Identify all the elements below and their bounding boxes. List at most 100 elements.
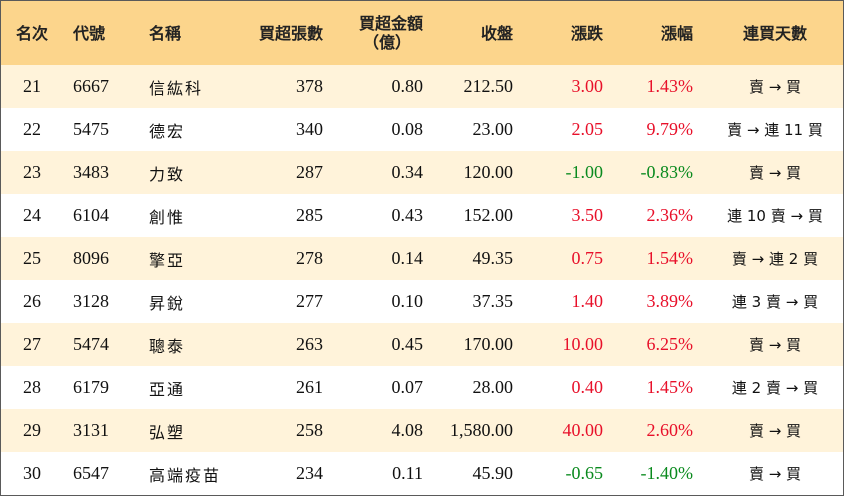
cell-rank: 24 — [23, 205, 41, 225]
cell-streak: 賣 → 買 — [748, 465, 802, 483]
header-rank[interactable]: 名次 — [15, 23, 48, 43]
cell-change-pct: -1.40% — [640, 463, 694, 483]
cell-close: 37.35 — [472, 291, 514, 311]
cell-net-amount: 0.14 — [391, 248, 424, 268]
cell-net-lots: 258 — [296, 420, 323, 440]
cell-close: 49.35 — [472, 248, 514, 268]
cell-change-pct: 2.36% — [646, 205, 694, 225]
cell-streak: 賣 → 連 2 買 — [731, 250, 819, 268]
cell-rank: 26 — [23, 291, 41, 311]
cell-name: 聰泰 — [149, 336, 186, 356]
cell-code: 5474 — [73, 334, 109, 354]
cell-change: 1.40 — [571, 291, 604, 311]
cell-net-lots: 277 — [296, 291, 323, 311]
cell-change: 3.00 — [571, 76, 604, 96]
header-net-amount[interactable]: 買超金額 （億） — [337, 1, 437, 65]
cell-streak: 賣 → 買 — [748, 422, 802, 440]
cell-close: 152.00 — [463, 205, 514, 225]
header-close[interactable]: 收盤 — [480, 23, 513, 43]
header-net-amount-line1: 買超金額 — [358, 14, 423, 33]
cell-name: 德宏 — [149, 121, 186, 141]
cell-close: 170.00 — [463, 334, 514, 354]
cell-change-pct: 1.43% — [646, 76, 694, 96]
header-name[interactable]: 名稱 — [149, 23, 182, 43]
table-row[interactable]: 26 3128 昇銳 277 0.10 37.35 1.40 3.89% 連 3 賣 → 買 — [1, 280, 843, 323]
cell-change-pct: 9.79% — [646, 119, 694, 139]
cell-name: 擎亞 — [149, 250, 186, 270]
cell-net-lots: 263 — [296, 334, 323, 354]
cell-change: 0.40 — [571, 377, 604, 397]
header-net-lots[interactable]: 買超張數 — [258, 23, 323, 43]
cell-streak: 連 2 賣 → 買 — [731, 379, 819, 397]
cell-code: 3483 — [73, 162, 109, 182]
table-header-row: 名次 代號 名稱 買超張數 買超金額 （億） 收盤 漲跌 漲幅 連買天數 — [1, 1, 843, 65]
cell-close: 1,580.00 — [450, 420, 513, 440]
cell-streak: 賣 → 連 11 買 — [727, 121, 823, 139]
header-change[interactable]: 漲跌 — [570, 23, 603, 43]
cell-change: 10.00 — [562, 334, 604, 354]
cell-net-amount: 4.08 — [391, 420, 424, 440]
header-streak[interactable]: 連買天數 — [742, 23, 807, 43]
cell-rank: 25 — [23, 248, 41, 268]
table-body: 21 6667 信紘科 378 0.80 212.50 3.00 1.43% 賣 → 買 22 54… — [1, 65, 843, 495]
cell-name: 亞通 — [149, 379, 186, 399]
header-change-pct[interactable]: 漲幅 — [660, 23, 693, 43]
cell-close: 212.50 — [463, 76, 514, 96]
cell-code: 8096 — [73, 248, 109, 268]
cell-streak: 賣 → 買 — [748, 336, 802, 354]
table-row[interactable]: 22 5475 德宏 340 0.08 23.00 2.05 9.79% 賣 → 連 11 買 — [1, 108, 843, 151]
cell-change: 40.00 — [562, 420, 604, 440]
table-row[interactable]: 27 5474 聰泰 263 0.45 170.00 10.00 6.25% 賣 → 買 — [1, 323, 843, 366]
cell-net-lots: 285 — [296, 205, 323, 225]
cell-close: 23.00 — [472, 119, 514, 139]
table-row[interactable]: 23 3483 力致 287 0.34 120.00 -1.00 -0.83% 賣 → 買 — [1, 151, 843, 194]
cell-change-pct: -0.83% — [640, 162, 694, 182]
cell-streak: 連 10 賣 → 買 — [727, 207, 823, 225]
cell-net-amount: 0.34 — [391, 162, 424, 182]
cell-net-lots: 234 — [296, 463, 323, 483]
cell-net-lots: 278 — [296, 248, 323, 268]
cell-streak: 賣 → 買 — [748, 164, 802, 182]
cell-code: 3131 — [73, 420, 109, 440]
cell-streak: 賣 → 買 — [748, 78, 802, 96]
cell-rank: 22 — [23, 119, 41, 139]
cell-close: 28.00 — [472, 377, 514, 397]
header-code[interactable]: 代號 — [73, 23, 106, 43]
cell-net-lots: 378 — [296, 76, 323, 96]
cell-net-amount: 0.43 — [391, 205, 424, 225]
cell-name: 昇銳 — [149, 293, 186, 313]
cell-rank: 30 — [23, 463, 41, 483]
table-row[interactable]: 25 8096 擎亞 278 0.14 49.35 0.75 1.54% 賣 → 連 2 買 — [1, 237, 843, 280]
table-row[interactable]: 29 3131 弘塑 258 4.08 1,580.00 40.00 2.60% 賣 → 買 — [1, 409, 843, 452]
cell-name: 創惟 — [149, 207, 186, 227]
table-row[interactable]: 28 6179 亞通 261 0.07 28.00 0.40 1.45% 連 2 賣 → 買 — [1, 366, 843, 409]
cell-net-amount: 0.80 — [391, 76, 424, 96]
cell-rank: 21 — [23, 76, 41, 96]
cell-close: 45.90 — [472, 463, 514, 483]
cell-net-amount: 0.07 — [391, 377, 424, 397]
cell-change-pct: 1.45% — [646, 377, 694, 397]
cell-name: 高端疫苗 — [149, 465, 222, 485]
cell-name: 信紘科 — [149, 78, 204, 98]
cell-change: 0.75 — [571, 248, 604, 268]
table-row[interactable]: 21 6667 信紘科 378 0.80 212.50 3.00 1.43% 賣 → 買 — [1, 65, 843, 108]
cell-streak: 連 3 賣 → 買 — [731, 293, 819, 311]
cell-rank: 28 — [23, 377, 41, 397]
cell-change: 2.05 — [571, 119, 604, 139]
cell-rank: 29 — [23, 420, 41, 440]
cell-change-pct: 2.60% — [646, 420, 694, 440]
cell-net-amount: 0.11 — [392, 463, 423, 483]
cell-code: 6667 — [73, 76, 109, 96]
cell-close: 120.00 — [463, 162, 514, 182]
cell-code: 6104 — [73, 205, 109, 225]
table-row[interactable]: 30 6547 高端疫苗 234 0.11 45.90 -0.65 -1.40% 賣 → 買 — [1, 452, 843, 495]
cell-net-amount: 0.45 — [391, 334, 424, 354]
cell-net-lots: 261 — [296, 377, 323, 397]
table-row[interactable]: 24 6104 創惟 285 0.43 152.00 3.50 2.36% 連 10 賣 → 買 — [1, 194, 843, 237]
cell-code: 5475 — [73, 119, 109, 139]
cell-rank: 27 — [23, 334, 41, 354]
cell-change: 3.50 — [571, 205, 604, 225]
cell-code: 6179 — [73, 377, 109, 397]
